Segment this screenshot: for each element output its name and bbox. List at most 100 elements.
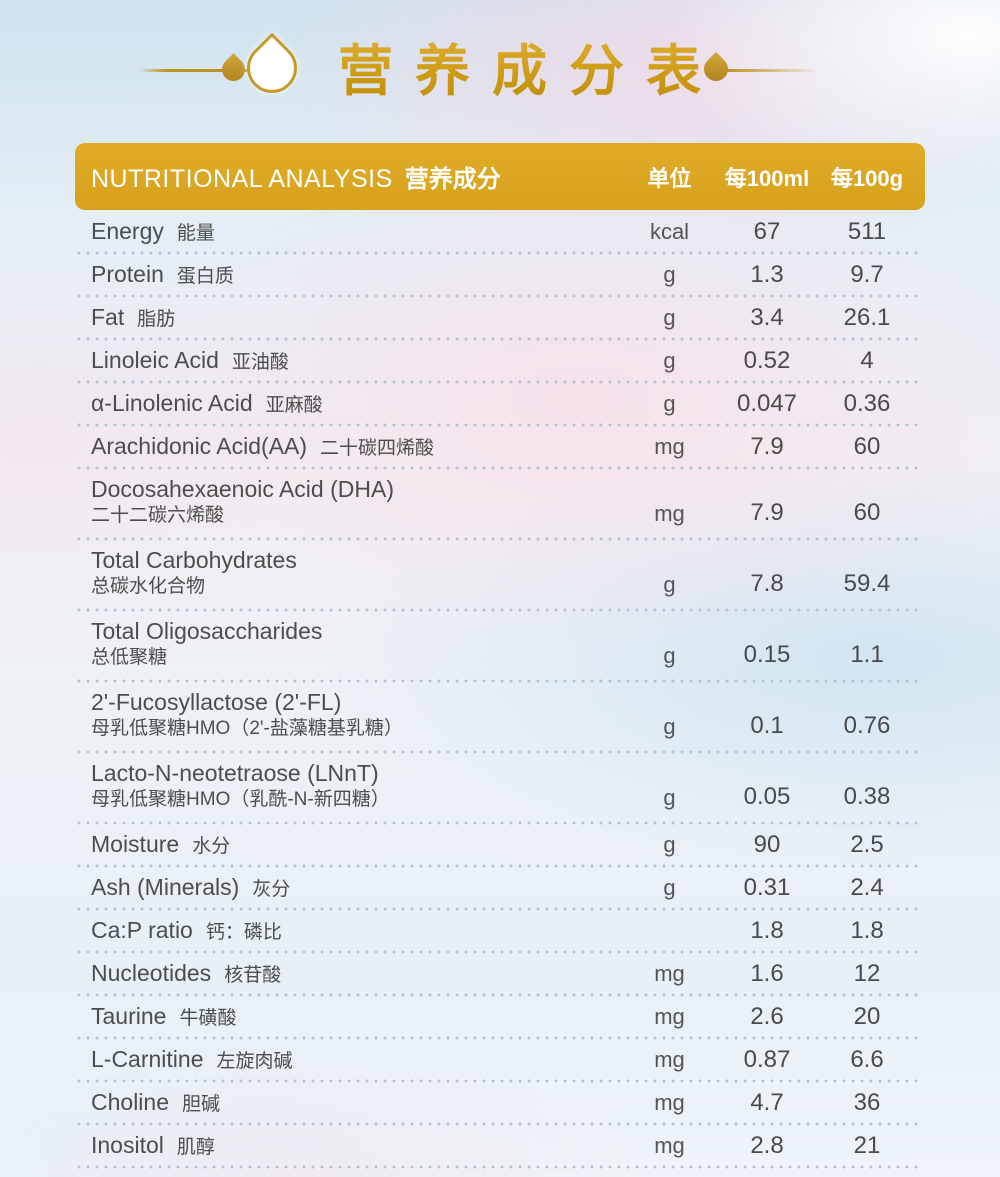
unit-cell: mg: [654, 1089, 685, 1115]
per-100ml-cell: 1.6: [750, 959, 784, 987]
nutrient-name-en: Nucleotides: [91, 959, 212, 986]
unit-cell: mg: [654, 1003, 685, 1029]
per-100ml-cell: 3.4: [750, 303, 784, 331]
unit-cell: g: [663, 390, 676, 416]
table-row: Inositol 肌醇 mg 2.8 21: [75, 1124, 925, 1169]
nutrient-label: Arachidonic Acid(AA) 二十碳四烯酸: [91, 432, 622, 462]
per-100ml-cell: 0.05: [743, 783, 791, 810]
column-header-per-100ml: 每100ml: [724, 165, 810, 191]
nutrient-name-en: L-Carnitine: [91, 1045, 204, 1072]
table-row: L-Carnitine 左旋肉碱 mg 0.87 6.6: [75, 1038, 925, 1083]
nutrient-name-zh: 胆碱: [182, 1093, 221, 1115]
per-100g-cell: 20: [853, 1002, 881, 1030]
nutrient-label: Ca:P ratio 钙：磷比: [91, 916, 622, 946]
per-100ml-cell: 0.31: [743, 873, 791, 901]
nutrient-name-zh: 钙：磷比: [205, 921, 282, 943]
table-row: Total Oligosaccharides 总低聚糖 g 0.15 1.1: [75, 610, 925, 683]
per-100ml-cell: 0.1: [750, 712, 784, 739]
per-100g-cell: 0.76: [843, 712, 891, 739]
nutrient-name-en: Arachidonic Acid(AA): [91, 432, 308, 459]
per-100g-cell: 511: [847, 217, 887, 245]
nutrient-name-en: Inositol: [91, 1131, 164, 1158]
nutrient-name-en: Moisture: [91, 830, 180, 857]
nutrient-label: 2'-Fucosyllactose (2'-FL) 母乳低聚糖HMO（2'-盐藻…: [91, 683, 622, 749]
per-100g-cell: 0.36: [843, 389, 891, 417]
table-header-title-en: NUTRITIONAL ANALYSIS: [91, 165, 393, 193]
nutrient-label: Docosahexaenoic Acid (DHA) 二十二碳六烯酸: [91, 470, 622, 536]
nutrient-name-en: Total Oligosaccharides: [91, 618, 323, 645]
table-row: Ca:P ratio 钙：磷比 1.8 1.8: [75, 909, 925, 954]
nutrient-name-zh: 左旋肉碱: [216, 1050, 293, 1072]
per-100g-cell: 9.7: [850, 260, 884, 288]
nutrient-name-zh: 蛋白质: [176, 265, 234, 287]
unit-cell: mg: [654, 1132, 685, 1158]
table-row: Nucleotides 核苷酸 mg 1.6 12: [75, 952, 925, 997]
per-100g-cell: 60: [853, 432, 881, 460]
per-100ml-cell: 4.7: [750, 1088, 784, 1116]
per-100ml-cell: 0.15: [743, 641, 791, 668]
per-100g-cell: 36: [853, 1088, 881, 1116]
nutrient-name-zh: 总碳水化合物: [91, 576, 206, 598]
nutrient-name-zh: 亚油酸: [231, 351, 289, 373]
table-row: Moisture 水分 g 90 2.5: [75, 823, 925, 868]
table-row: α-Linolenic Acid 亚麻酸 g 0.047 0.36: [75, 382, 925, 427]
per-100ml-cell: 0.52: [743, 346, 791, 374]
nutrient-name-zh: 牛磺酸: [179, 1007, 237, 1029]
nutrient-name-en: Fat: [91, 303, 125, 330]
per-100g-cell: 6.6: [850, 1045, 884, 1073]
per-100g-cell: 0.38: [843, 783, 891, 810]
nutrient-name-en: Docosahexaenoic Acid (DHA): [91, 476, 394, 503]
column-header-per-100g: 每100g: [830, 165, 904, 191]
unit-cell: mg: [654, 501, 685, 526]
water-drop-icon-small-left: [217, 53, 250, 86]
table-row: Total Carbohydrates 总碳水化合物 g 7.8 59.4: [75, 539, 925, 612]
page-title: 营养成分表: [338, 26, 723, 106]
nutrient-name-en: 2'-Fucosyllactose (2'-FL): [91, 689, 342, 716]
table-row: Protein 蛋白质 g 1.3 9.7: [75, 253, 925, 298]
nutrient-label: Nucleotides 核苷酸: [91, 959, 622, 989]
per-100ml-cell: 0.047: [736, 389, 798, 417]
table-row: Choline 胆碱 mg 4.7 36: [75, 1081, 925, 1126]
nutrient-name-zh: 母乳低聚糖HMO（2'-盐藻糖基乳糖）: [91, 718, 403, 740]
per-100ml-cell: 2.8: [750, 1131, 784, 1159]
table-body: Energy 能量 kcal 67 511 Protein 蛋白质 g 1.3 …: [75, 210, 925, 1169]
per-100g-cell: 60: [853, 499, 881, 526]
nutrient-name-en: Lacto-N-neotetraose (LNnT): [91, 760, 379, 787]
unit-cell: mg: [654, 1046, 685, 1072]
per-100ml-cell: 1.8: [750, 916, 784, 944]
table-row: Fat 脂肪 g 3.4 26.1: [75, 296, 925, 341]
table-row: Ash (Minerals) 灰分 g 0.31 2.4: [75, 866, 925, 911]
table-row: Docosahexaenoic Acid (DHA) 二十二碳六烯酸 mg 7.…: [75, 468, 925, 541]
per-100g-cell: 2.5: [850, 830, 884, 858]
nutrient-label: Linoleic Acid 亚油酸: [91, 346, 622, 376]
table-header-title: NUTRITIONAL ANALYSIS 营养成分: [91, 159, 622, 194]
table-row: Taurine 牛磺酸 mg 2.6 20: [75, 995, 925, 1040]
nutrient-name-zh: 灰分: [252, 878, 291, 900]
nutrient-name-en: Linoleic Acid: [91, 346, 219, 373]
unit-cell: kcal: [649, 218, 690, 244]
nutrient-name-en: Energy: [91, 217, 164, 244]
per-100g-cell: 21: [853, 1131, 881, 1159]
nutrient-label: Choline 胆碱: [91, 1088, 622, 1118]
per-100g-cell: 1.8: [850, 916, 884, 944]
water-drop-icon-large: [236, 32, 308, 104]
table-row: Linoleic Acid 亚油酸 g 0.52 4: [75, 339, 925, 384]
nutrient-name-zh: 二十碳四烯酸: [320, 437, 435, 459]
nutrient-label: Inositol 肌醇: [91, 1131, 622, 1161]
nutrient-name-en: Ca:P ratio: [91, 916, 193, 943]
nutrient-name-zh: 核苷酸: [224, 964, 282, 986]
per-100ml-cell: 2.6: [750, 1002, 784, 1030]
nutrient-name-zh: 肌醇: [176, 1136, 215, 1158]
per-100ml-cell: 67: [753, 217, 781, 245]
per-100ml-cell: 90: [753, 830, 781, 858]
per-100ml-cell: 7.9: [750, 432, 784, 460]
unit-cell: g: [663, 572, 676, 597]
nutrient-label: L-Carnitine 左旋肉碱: [91, 1045, 622, 1075]
table-row: 2'-Fucosyllactose (2'-FL) 母乳低聚糖HMO（2'-盐藻…: [75, 681, 925, 754]
nutrient-label: Lacto-N-neotetraose (LNnT) 母乳低聚糖HMO（乳酰-N…: [91, 754, 622, 820]
title-band: 营养成分表: [0, 0, 1000, 143]
nutrient-name-zh: 总低聚糖: [91, 647, 168, 669]
table-row: Energy 能量 kcal 67 511: [75, 210, 925, 255]
per-100ml-cell: 0.87: [743, 1045, 791, 1073]
